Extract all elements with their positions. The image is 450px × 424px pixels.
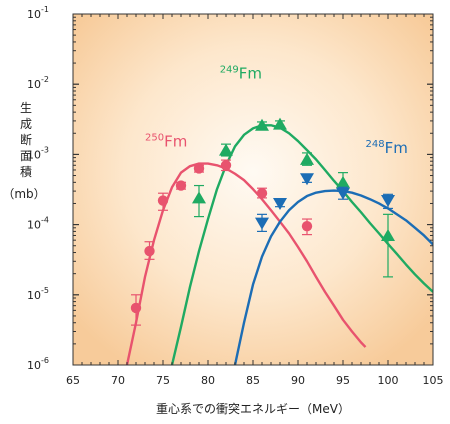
point-marker — [273, 197, 287, 210]
data-point — [273, 117, 287, 130]
axes — [72, 13, 434, 366]
y-tick-base: 10 — [27, 359, 41, 372]
y-axis-label-char: 成 — [20, 117, 32, 131]
x-tick-label: 100 — [378, 374, 399, 387]
series-label-element: Fm — [239, 65, 262, 83]
y-axis-label-char: 断 — [20, 132, 32, 147]
fit-curve — [170, 124, 433, 365]
y-tick-base: 10 — [27, 219, 41, 232]
y-tick-label: 10-3 — [27, 145, 49, 161]
series-label-element: Fm — [385, 139, 408, 157]
data-point — [157, 192, 169, 211]
y-tick-label: 10-1 — [27, 5, 49, 21]
point-marker — [381, 228, 395, 241]
y-tick-exponent: -6 — [41, 356, 49, 365]
y-tick-exponent: -2 — [41, 75, 49, 84]
series-label-mass: 248 — [366, 139, 385, 150]
y-tick-exponent: -1 — [41, 5, 49, 14]
data-point — [130, 294, 142, 326]
data-point — [381, 213, 395, 278]
point-marker — [130, 302, 142, 314]
point-marker — [381, 195, 395, 208]
data-point — [300, 173, 314, 186]
point-marker — [144, 245, 155, 257]
fit-curve — [233, 189, 433, 365]
data-point — [219, 143, 233, 157]
x-tick-label: 90 — [291, 374, 305, 387]
x-tick-label: 65 — [66, 374, 80, 387]
y-tick-base: 10 — [27, 289, 41, 302]
data-point — [301, 218, 313, 236]
y-tick-base: 10 — [27, 78, 41, 91]
y-axis-label-char: 生 — [20, 101, 32, 115]
point-marker — [193, 163, 205, 174]
data-point — [256, 187, 268, 199]
data-point — [193, 163, 205, 174]
data-point — [336, 186, 350, 200]
data-point — [381, 193, 395, 210]
data-point — [300, 152, 314, 166]
x-tick-label: 70 — [111, 374, 125, 387]
point-marker — [336, 175, 350, 188]
point-marker — [255, 217, 269, 230]
y-tick-base: 10 — [27, 148, 41, 161]
x-tick-label: 85 — [246, 374, 260, 387]
data-point — [220, 159, 232, 172]
point-marker — [300, 152, 314, 165]
x-tick-label: 95 — [336, 374, 350, 387]
point-marker — [219, 143, 233, 156]
data-markers — [130, 117, 395, 326]
point-marker — [157, 195, 169, 206]
y-tick-labels: 10-610-510-410-310-210-1 — [27, 5, 49, 372]
y-tick-exponent: -3 — [41, 145, 49, 154]
point-marker — [300, 173, 314, 186]
data-point — [255, 118, 269, 131]
series-label-element: Fm — [164, 132, 187, 150]
point-marker — [192, 191, 206, 204]
x-tick-label: 75 — [156, 374, 170, 387]
y-tick-label: 10-4 — [27, 216, 49, 232]
y-tick-label: 10-2 — [27, 75, 49, 91]
data-point — [273, 197, 287, 210]
y-axis-label-unit: （mb） — [2, 187, 45, 201]
x-axis-label: 重心系での衝突エネルギー（MeV） — [156, 401, 350, 416]
series-label: 250Fm — [145, 132, 187, 150]
x-tick-labels: 65 70 75 80 85 90 95 100 105 — [66, 374, 444, 387]
x-tick-label: 105 — [423, 374, 444, 387]
series-label: 248Fm — [366, 139, 408, 157]
point-marker — [255, 118, 269, 131]
y-axis-label-char: 積 — [20, 164, 32, 179]
point-marker — [175, 180, 187, 191]
point-marker — [273, 117, 287, 130]
series-label-mass: 249 — [220, 65, 239, 76]
point-marker — [220, 160, 232, 171]
x-tick-label: 80 — [201, 374, 215, 387]
y-tick-exponent: -5 — [41, 286, 49, 295]
series-label-mass: 250 — [145, 132, 164, 143]
y-tick-label: 10-6 — [27, 356, 49, 372]
point-marker — [301, 220, 313, 232]
y-tick-base: 10 — [27, 8, 41, 21]
point-marker — [336, 187, 350, 200]
point-marker — [256, 188, 268, 199]
y-tick-exponent: -4 — [41, 216, 49, 225]
data-point — [255, 213, 269, 233]
data-point — [175, 180, 187, 191]
y-axis-label-char: 面 — [20, 149, 32, 163]
series-label: 249Fm — [220, 65, 262, 83]
data-point — [192, 184, 206, 218]
y-tick-label: 10-5 — [27, 286, 49, 302]
y-axis-label: 生 成 断 面 積 （mb） — [2, 101, 45, 201]
data-point — [144, 241, 155, 260]
